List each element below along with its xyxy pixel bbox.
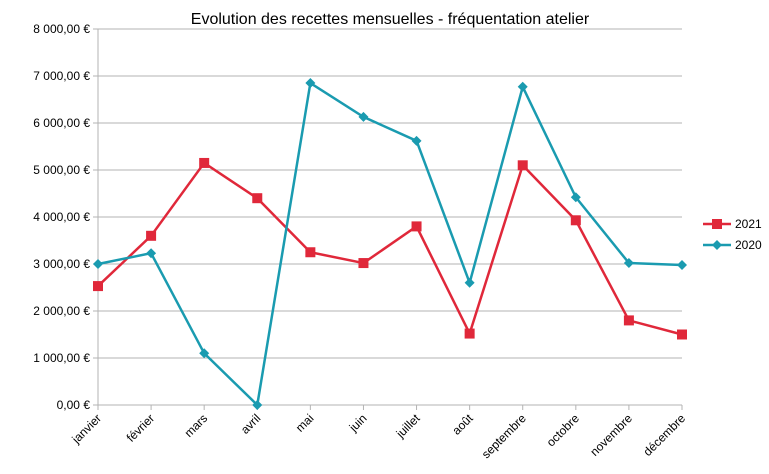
data-point xyxy=(623,258,634,269)
data-point xyxy=(464,277,475,288)
data-point xyxy=(411,221,422,232)
legend-label: 2020 xyxy=(735,238,762,252)
y-tick-label: 0,00 € xyxy=(57,398,91,412)
legend-label: 2021 xyxy=(735,217,762,231)
y-tick-label: 5 000,00 € xyxy=(33,163,90,177)
data-point xyxy=(677,329,687,340)
y-tick-label: 2 000,00 € xyxy=(33,304,90,318)
data-point xyxy=(677,259,687,270)
data-point xyxy=(517,160,528,171)
data-point xyxy=(252,400,263,410)
data-point xyxy=(358,111,369,122)
data-point xyxy=(199,157,210,168)
y-tick-label: 6 000,00 € xyxy=(33,116,90,130)
data-point xyxy=(358,258,369,269)
data-point xyxy=(252,193,263,204)
data-point xyxy=(623,315,634,326)
data-point xyxy=(199,348,210,359)
series-line xyxy=(97,161,683,337)
y-tick-label: 8 000,00 € xyxy=(33,22,90,36)
data-point xyxy=(570,192,581,203)
y-tick-label: 4 000,00 € xyxy=(33,210,90,224)
chart-title: Evolution des recettes mensuelles - fréq… xyxy=(191,11,590,28)
data-point xyxy=(570,215,581,226)
data-point xyxy=(305,78,316,89)
data-point xyxy=(93,259,103,269)
y-tick-label: 3 000,00 € xyxy=(33,257,90,271)
data-point xyxy=(146,230,157,241)
legend-marker xyxy=(712,219,722,229)
data-point xyxy=(411,135,422,146)
data-point xyxy=(93,281,103,292)
data-point xyxy=(305,247,316,258)
data-point xyxy=(464,328,475,339)
legend-marker xyxy=(712,240,722,250)
y-tick-label: 7 000,00 € xyxy=(33,69,90,83)
data-point xyxy=(517,81,528,92)
data-point xyxy=(146,248,157,259)
series-line xyxy=(97,80,683,408)
y-tick-label: 1 000,00 € xyxy=(33,351,90,365)
